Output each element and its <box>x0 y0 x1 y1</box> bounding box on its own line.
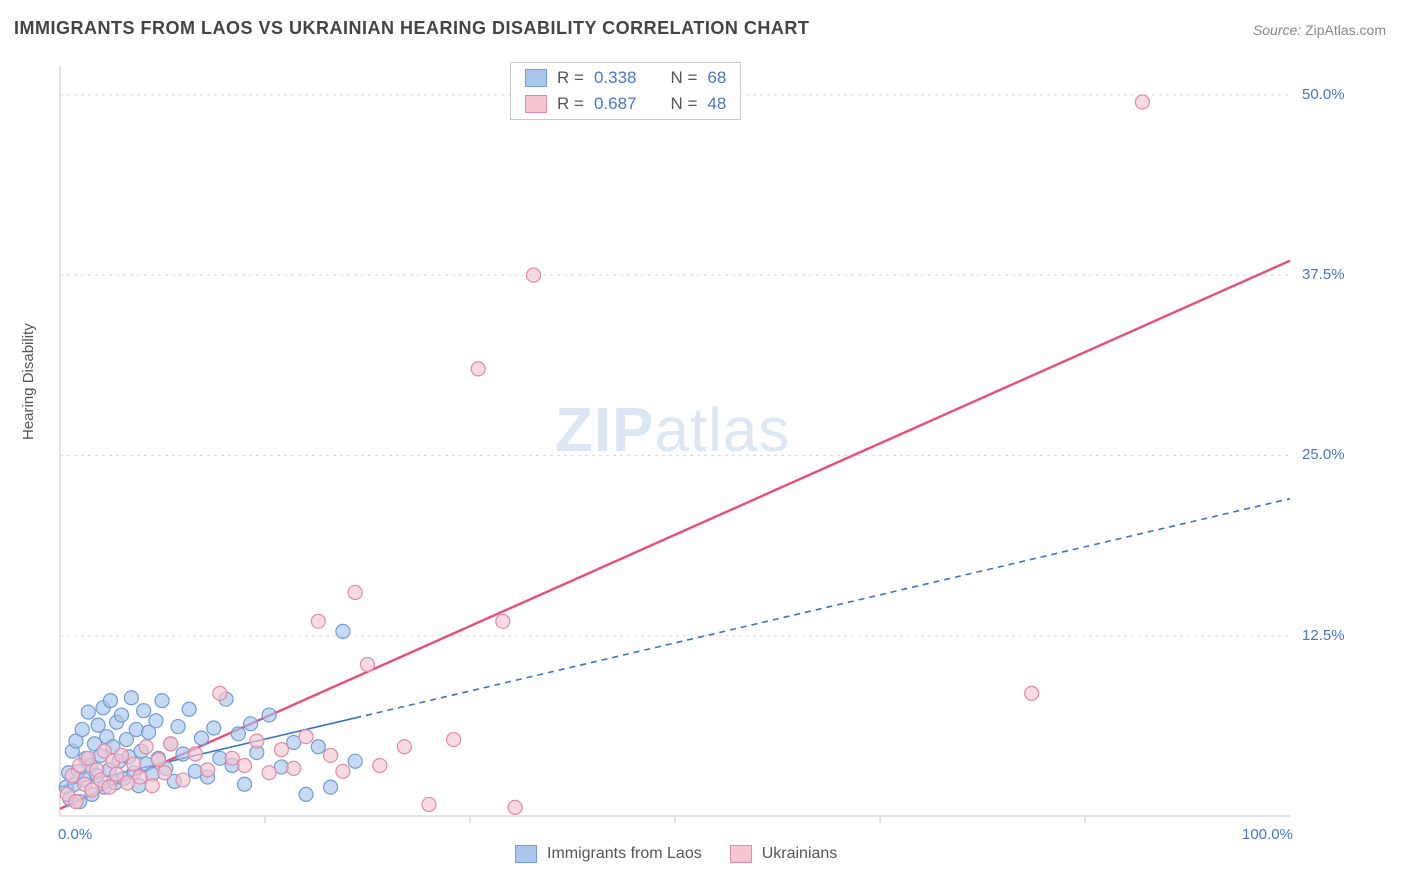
y-tick-label: 25.0% <box>1302 446 1345 463</box>
n-key: N = <box>670 68 697 88</box>
source-name: ZipAtlas.com <box>1305 22 1386 38</box>
source-prefix: Source: <box>1253 22 1301 38</box>
source-attribution: Source: ZipAtlas.com <box>1253 22 1386 38</box>
y-tick-label: 12.5% <box>1302 627 1345 644</box>
r-value-series-2: 0.687 <box>594 94 637 114</box>
r-value-series-1: 0.338 <box>594 68 637 88</box>
stats-legend-box: R = 0.338 N = 68 R = 0.687 N = 48 <box>510 62 741 120</box>
legend-swatch-2 <box>730 845 752 863</box>
stats-row-series-2: R = 0.687 N = 48 <box>511 91 740 117</box>
y-tick-label: 50.0% <box>1302 86 1345 103</box>
x-tick-label: 0.0% <box>58 826 92 843</box>
n-value-series-2: 48 <box>707 94 726 114</box>
chart-container: IMMIGRANTS FROM LAOS VS UKRAINIAN HEARIN… <box>0 0 1406 892</box>
legend-swatch-1 <box>515 845 537 863</box>
stats-row-series-1: R = 0.338 N = 68 <box>511 65 740 91</box>
r-key: R = <box>557 94 584 114</box>
x-tick-label: 100.0% <box>1242 826 1293 843</box>
n-key: N = <box>670 94 697 114</box>
y-tick-label: 37.5% <box>1302 266 1345 283</box>
legend-item-2: Ukrainians <box>730 845 838 863</box>
y-axis-label: Hearing Disability <box>20 323 37 440</box>
legend-label-2: Ukrainians <box>762 845 838 863</box>
swatch-series-2 <box>525 95 547 113</box>
n-value-series-1: 68 <box>707 68 726 88</box>
chart-title: IMMIGRANTS FROM LAOS VS UKRAINIAN HEARIN… <box>14 18 809 39</box>
scatter-chart <box>50 58 1350 846</box>
legend-label-1: Immigrants from Laos <box>547 845 702 863</box>
r-key: R = <box>557 68 584 88</box>
swatch-series-1 <box>525 69 547 87</box>
legend-item-1: Immigrants from Laos <box>515 845 702 863</box>
bottom-legend: Immigrants from Laos Ukrainians <box>515 845 837 863</box>
